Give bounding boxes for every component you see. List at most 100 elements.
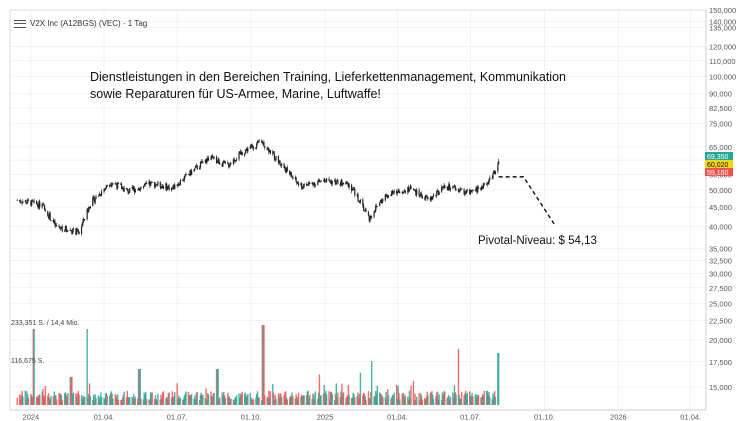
candle-body <box>88 206 90 212</box>
volume-bar <box>283 395 285 405</box>
volume-bar <box>469 395 472 405</box>
volume-bar <box>368 397 370 405</box>
candle-body <box>318 179 321 183</box>
candle-body <box>161 186 163 189</box>
candle-body <box>145 183 147 184</box>
volume-bar <box>353 394 355 405</box>
candle-body <box>222 163 224 167</box>
candle-body <box>194 168 196 170</box>
x-tick-label: 2025 <box>317 413 334 421</box>
candle-body <box>342 182 344 186</box>
candle-body <box>413 189 415 191</box>
volume-bar <box>155 399 157 405</box>
volume-bar <box>64 392 67 405</box>
candle-body <box>277 155 280 163</box>
candle-body <box>166 186 169 190</box>
candle-body <box>140 187 142 189</box>
volume-bar <box>166 396 168 405</box>
candle-body <box>420 193 423 197</box>
candle-body <box>283 163 285 168</box>
volume-bar <box>196 391 198 405</box>
candle-body <box>365 210 367 212</box>
volume-bar <box>365 400 367 405</box>
candle-body <box>240 152 243 155</box>
volume-bar <box>234 397 236 405</box>
y-tick-label: 22,500 <box>709 317 732 326</box>
candle-body <box>94 199 96 203</box>
volume-bar <box>145 399 148 405</box>
x-tick-label: 2026 <box>610 413 627 421</box>
candle-body <box>410 186 412 189</box>
volume-bar <box>313 399 316 405</box>
candle-body <box>149 181 151 186</box>
volume-bar <box>184 393 186 405</box>
volume-bar <box>189 394 191 405</box>
volume-bar <box>275 398 277 405</box>
volume-bar <box>476 397 478 405</box>
volume-bar <box>367 391 370 405</box>
candle-body <box>392 192 394 194</box>
volume-bar <box>274 395 276 405</box>
candle-body <box>196 165 198 169</box>
volume-bar <box>108 395 111 405</box>
volume-bar <box>207 393 209 405</box>
volume-bar <box>43 396 46 405</box>
candle-body <box>134 189 136 193</box>
instrument-header[interactable]: V2X Inc (A12BGS) (VEC) · 1 Tag <box>14 19 147 28</box>
candle-body <box>33 200 35 202</box>
candle-body <box>70 229 72 232</box>
volume-bar <box>284 392 286 405</box>
candle-body <box>334 180 336 182</box>
menu-icon[interactable] <box>14 19 26 28</box>
volume-bar <box>174 392 176 405</box>
volume-bar <box>199 394 202 405</box>
volume-bar <box>374 396 376 405</box>
volume-bar <box>426 391 428 405</box>
candle-body <box>223 160 225 164</box>
candle-body <box>404 190 407 193</box>
candle-body <box>58 225 60 227</box>
candle-body <box>335 180 337 185</box>
candle-body <box>157 181 159 186</box>
volume-bar <box>447 396 449 405</box>
candle-body <box>376 206 378 207</box>
candle-body <box>427 197 429 199</box>
candle-body <box>55 225 57 226</box>
volume-bar <box>336 397 338 405</box>
volume-bar <box>255 397 257 405</box>
candle-body <box>98 193 100 197</box>
candle-body <box>281 163 283 166</box>
volume-bar <box>106 395 108 405</box>
volume-bar <box>358 398 360 405</box>
candle-body <box>126 189 128 191</box>
candle-body <box>199 167 201 169</box>
volume-bar <box>60 395 63 405</box>
volume-bar <box>301 396 304 405</box>
volume-bar <box>291 392 293 405</box>
candle-body <box>260 141 263 143</box>
volume-bar <box>279 393 281 405</box>
volume-bar <box>26 394 29 405</box>
y-tick-label: 82,500 <box>709 104 732 113</box>
volume-bar <box>329 399 331 405</box>
volume-bar <box>330 391 333 405</box>
x-tick-label: 01.07. <box>167 413 188 421</box>
candle-body <box>329 181 331 182</box>
volume-bar <box>407 396 409 405</box>
candle-body <box>121 187 124 190</box>
annotation-text: Dienstleistungen in den Bereichen Traini… <box>90 69 566 103</box>
candle-body <box>78 231 80 234</box>
volume-bar <box>464 393 466 405</box>
volume-bar <box>493 391 496 405</box>
volume-bar <box>66 396 68 405</box>
volume-bar <box>42 388 44 405</box>
volume-bar <box>78 394 80 405</box>
candle-body <box>139 187 141 191</box>
volume-bar <box>61 399 63 405</box>
candle-body <box>441 186 443 188</box>
instrument-title: V2X Inc (A12BGS) (VEC) · 1 Tag <box>30 19 148 28</box>
volume-bar <box>412 381 415 405</box>
volume-bar <box>77 390 80 405</box>
candle-body <box>177 184 179 187</box>
